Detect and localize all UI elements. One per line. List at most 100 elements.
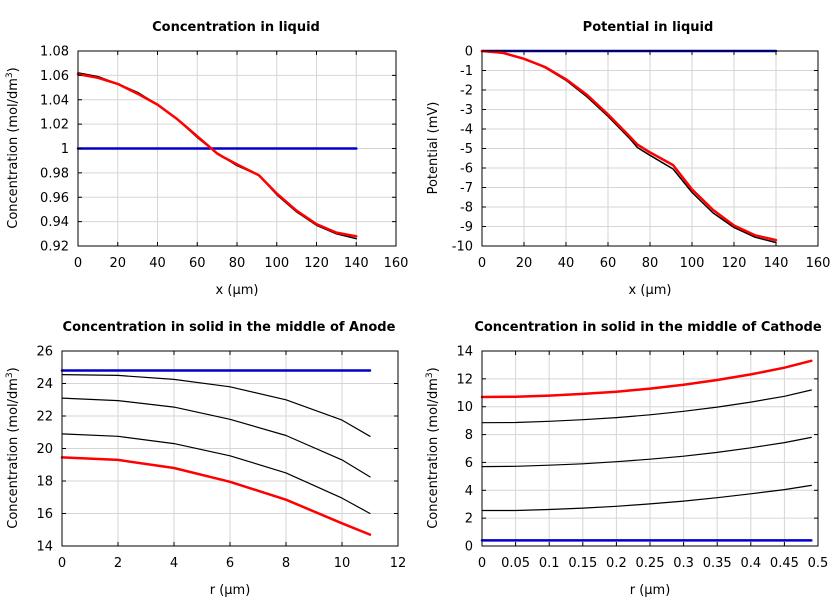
y-tick-label: 1.02: [40, 118, 69, 133]
chart-panel-1: Concentration in liquid 0 20 40 60 80 100 120 14…: [5, 20, 408, 298]
y-tick-label: 22: [36, 410, 53, 425]
y-tick-label: 1.04: [40, 93, 69, 108]
y-tick-label: 0: [465, 540, 473, 555]
y-tick-label: 20: [36, 442, 53, 457]
x-tick-label: 40: [558, 256, 575, 271]
series-line-4: [481, 389, 812, 424]
x-axis-label: x (µm): [216, 283, 259, 298]
x-tick-label: 2: [114, 556, 122, 571]
x-tick-label: 160: [384, 256, 409, 271]
y-tick-label: 16: [36, 507, 53, 522]
x-tick-label: 10: [334, 556, 351, 571]
x-tick-label: 8: [282, 556, 290, 571]
y-axis-label: Concentration (mol/dm3): [425, 367, 441, 529]
y-tick-label: 1.08: [40, 45, 69, 60]
x-tick-label: 4: [170, 556, 178, 571]
x-tick-label: 0.15: [568, 556, 597, 571]
y-tick-label: -2: [460, 84, 473, 99]
x-tick-label: 120: [304, 256, 329, 271]
x-tick-label: 140: [344, 256, 369, 271]
x-tick-label: 0.5: [808, 556, 829, 571]
series-line-2: [77, 72, 358, 240]
y-tick-label: -1: [460, 64, 473, 79]
x-tick-label: 0: [478, 556, 486, 571]
y-tick-label: 4: [465, 484, 473, 499]
x-tick-label: 120: [722, 256, 747, 271]
y-tick-label: 8: [465, 428, 473, 443]
y-tick-label: -10: [452, 240, 473, 255]
x-tick-label: 80: [642, 256, 659, 271]
y-tick-label: 10: [456, 400, 473, 415]
x-tick-label: 20: [109, 256, 126, 271]
y-tick-label: 0.92: [40, 240, 69, 255]
x-tick-label: 0: [478, 256, 486, 271]
x-tick-label: 6: [226, 556, 234, 571]
x-axis-label: r (µm): [630, 583, 671, 598]
y-tick-label: -9: [460, 220, 473, 235]
y-tick-label: -6: [460, 162, 473, 177]
series-line-2: [481, 484, 812, 512]
x-tick-label: 20: [516, 256, 533, 271]
chart-panel-3: Concentration in solid in the middle of …: [5, 320, 406, 598]
y-tick-label: -8: [460, 201, 473, 216]
x-tick-label: 0.05: [501, 556, 530, 571]
chart-title: Concentration in liquid: [152, 20, 320, 35]
series-line-3: [481, 436, 812, 468]
series-line-3: [480, 49, 778, 242]
x-tick-label: 160: [806, 256, 831, 271]
x-tick-label: 40: [149, 256, 166, 271]
series-line-2: [481, 50, 777, 244]
y-tick-label: -4: [460, 123, 473, 138]
chart-panel-2: Potential in liquid 0 20 40 60 80 100 120 140 160…: [426, 20, 830, 298]
y-tick-label: 0.98: [40, 166, 69, 181]
y-tick-label: 6: [465, 456, 473, 471]
series-line-3: [61, 397, 371, 478]
x-tick-label: 80: [229, 256, 246, 271]
y-tick-label: 26: [36, 345, 53, 360]
y-tick-label: -3: [460, 103, 473, 118]
y-axis-label: Potential (mV): [426, 102, 441, 195]
x-tick-label: 100: [264, 256, 289, 271]
y-tick-label: 0.94: [40, 215, 69, 230]
series-line-5: [60, 456, 372, 536]
x-tick-label: 0.45: [770, 556, 799, 571]
x-tick-label: 0: [58, 556, 66, 571]
y-tick-label: -7: [460, 181, 473, 196]
x-tick-label: 0.3: [673, 556, 694, 571]
y-tick-label: 0.96: [40, 191, 69, 206]
series-line-2: [61, 374, 371, 437]
y-tick-label: 1: [61, 142, 69, 157]
x-tick-label: 60: [189, 256, 206, 271]
x-tick-label: 60: [600, 256, 617, 271]
chart-title: Concentration in solid in the middle of …: [63, 320, 396, 335]
y-tick-label: 2: [465, 512, 473, 527]
y-tick-label: -5: [460, 142, 473, 157]
y-tick-label: 14: [36, 540, 53, 555]
x-tick-label: 12: [390, 556, 407, 571]
y-tick-label: 24: [36, 377, 53, 392]
x-tick-label: 100: [680, 256, 705, 271]
x-tick-label: 140: [764, 256, 789, 271]
y-axis-label: Concentration (mol/dm3): [5, 67, 21, 229]
series-line-5: [480, 359, 813, 399]
x-tick-label: 0: [74, 256, 82, 271]
x-axis-label: x (µm): [629, 283, 672, 298]
chart-title: Concentration in solid in the middle of …: [474, 320, 822, 335]
y-tick-label: 0: [465, 45, 473, 60]
x-tick-label: 0.4: [740, 556, 761, 571]
y-tick-label: 18: [36, 475, 53, 490]
y-tick-label: 14: [456, 345, 473, 360]
chart-title: Potential in liquid: [583, 20, 714, 35]
chart-panel-4: Concentration in solid in the middle of …: [425, 320, 828, 598]
x-tick-label: 0.2: [606, 556, 627, 571]
series-line-3: [76, 72, 358, 238]
x-tick-label: 0.35: [703, 556, 732, 571]
y-tick-label: 12: [456, 372, 473, 387]
series-line-4: [61, 433, 371, 515]
x-tick-label: 0.25: [636, 556, 665, 571]
x-axis-label: r (µm): [210, 583, 251, 598]
y-axis-label: Concentration (mol/dm3): [5, 367, 21, 529]
x-tick-label: 0.1: [539, 556, 560, 571]
y-tick-label: 1.06: [40, 69, 69, 84]
